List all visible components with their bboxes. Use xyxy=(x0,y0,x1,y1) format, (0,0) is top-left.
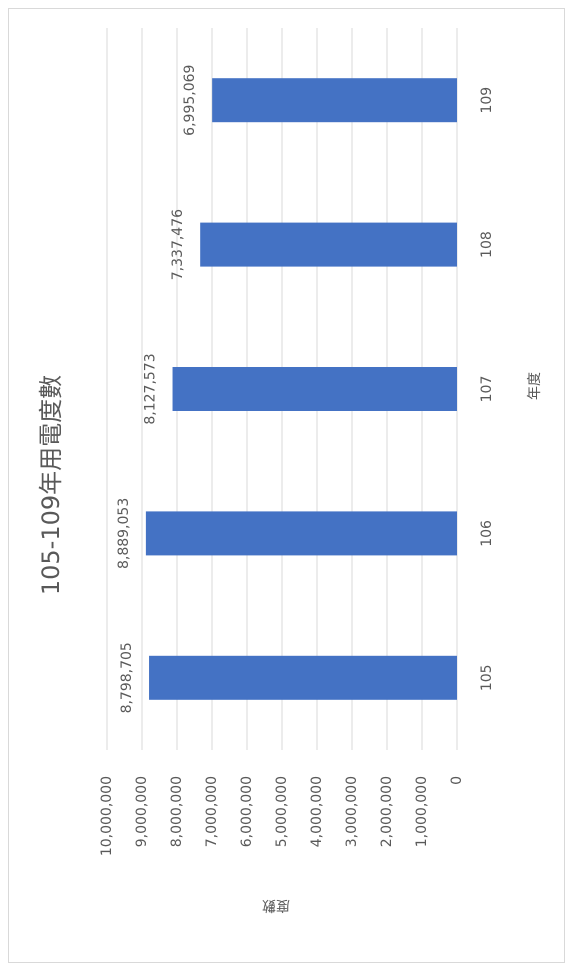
y-tick-label: 4,000,000 xyxy=(309,776,325,847)
x-tick-label: 105 xyxy=(479,664,495,691)
x-tick-label: 109 xyxy=(479,87,495,114)
data-label: 8,889,053 xyxy=(116,498,132,569)
x-tick-label: 107 xyxy=(479,376,495,403)
y-tick-label: 2,000,000 xyxy=(379,776,395,847)
y-tick-label: 7,000,000 xyxy=(204,776,220,847)
y-tick-label: 9,000,000 xyxy=(134,776,150,847)
chart-frame xyxy=(8,8,565,963)
y-tick-label: 10,000,000 xyxy=(99,776,115,856)
y-tick-label: 8,000,000 xyxy=(169,776,185,847)
bar xyxy=(149,655,457,700)
y-axis-title: 度數 xyxy=(262,897,290,913)
y-tick-label: 0 xyxy=(449,776,465,785)
bar xyxy=(212,78,457,123)
y-tick-label: 3,000,000 xyxy=(344,776,360,847)
data-label: 8,127,573 xyxy=(143,353,159,424)
x-axis-title: 年度 xyxy=(527,372,543,400)
data-label: 8,798,705 xyxy=(119,642,135,713)
y-tick-label: 1,000,000 xyxy=(414,776,430,847)
x-tick-label: 106 xyxy=(479,520,495,547)
chart-title: 105-109年用電度數 xyxy=(37,375,65,595)
data-label: 7,337,476 xyxy=(170,209,186,280)
bar xyxy=(200,222,457,267)
data-label: 6,995,069 xyxy=(182,65,198,136)
bar xyxy=(145,511,457,556)
x-tick-label: 108 xyxy=(479,231,495,258)
y-tick-label: 6,000,000 xyxy=(239,776,255,847)
y-tick-label: 5,000,000 xyxy=(274,776,290,847)
bar xyxy=(172,367,457,411)
